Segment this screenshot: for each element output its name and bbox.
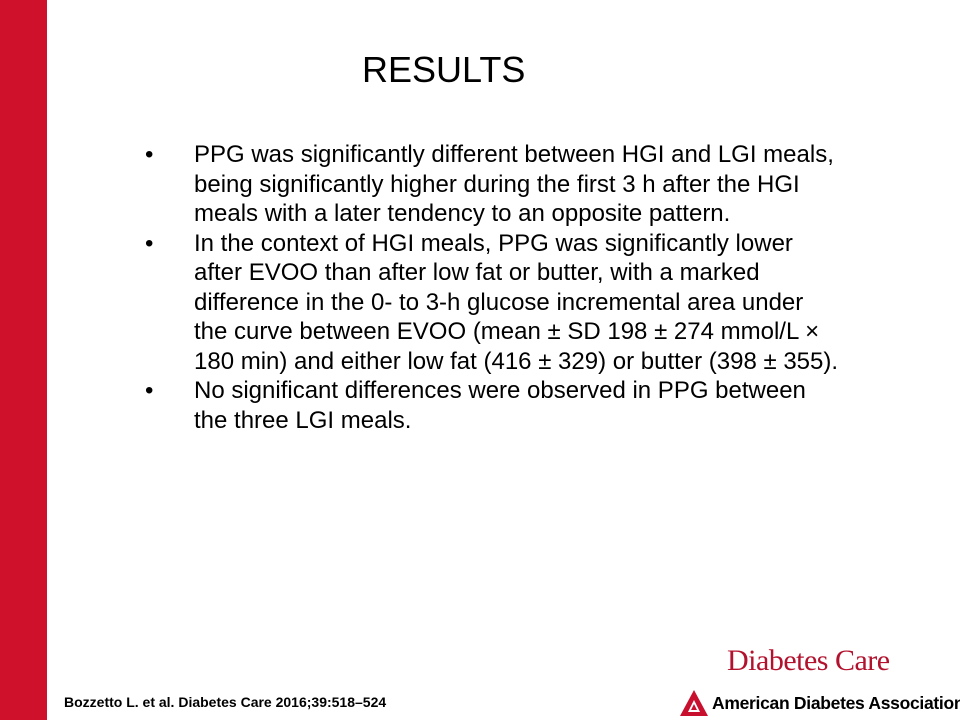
slide-title: RESULTS: [362, 49, 526, 90]
ada-name: American Diabetes Association®: [712, 693, 960, 714]
bullet-marker: •: [145, 141, 154, 168]
bullet-marker: •: [145, 377, 154, 404]
bullet-text-line: being significantly higher during the fi…: [194, 170, 800, 198]
bullet-text-line: difference in the 0- to 3-h glucose incr…: [194, 288, 804, 316]
bullet-item: • No significant differences were observ…: [145, 376, 925, 435]
bullet-text-line: the curve between EVOO (mean ± SD 198 ± …: [194, 318, 820, 345]
bullet-item: • PPG was significantly different betwee…: [145, 140, 925, 229]
bullet-text-line: In the context of HGI meals, PPG was sig…: [194, 229, 793, 257]
bullet-item: • In the context of HGI meals, PPG was s…: [145, 229, 925, 377]
ada-triangle-icon: [680, 690, 708, 716]
ada-name-text: American Diabetes Association: [712, 692, 960, 713]
bullet-text-line: meals with a later tendency to an opposi…: [194, 200, 731, 227]
ada-logo: American Diabetes Association®: [679, 689, 960, 717]
bullet-text-line: after EVOO than after low fat or butter,…: [194, 259, 760, 286]
bullet-text-line: No significant differences were observed…: [194, 377, 806, 404]
left-accent-bar: [0, 0, 47, 720]
bullet-list: • PPG was significantly different betwee…: [145, 140, 925, 435]
citation: Bozzetto L. et al. Diabetes Care 2016;39…: [64, 694, 387, 710]
bullet-text-line: PPG was significantly different between …: [194, 141, 834, 168]
bullet-text-line: the three LGI meals.: [194, 406, 412, 434]
bullet-text-line: 180 min) and either low fat (416 ± 329) …: [194, 347, 839, 375]
diabetes-care-logo: Diabetes Care: [727, 644, 890, 677]
bullet-marker: •: [145, 229, 154, 257]
